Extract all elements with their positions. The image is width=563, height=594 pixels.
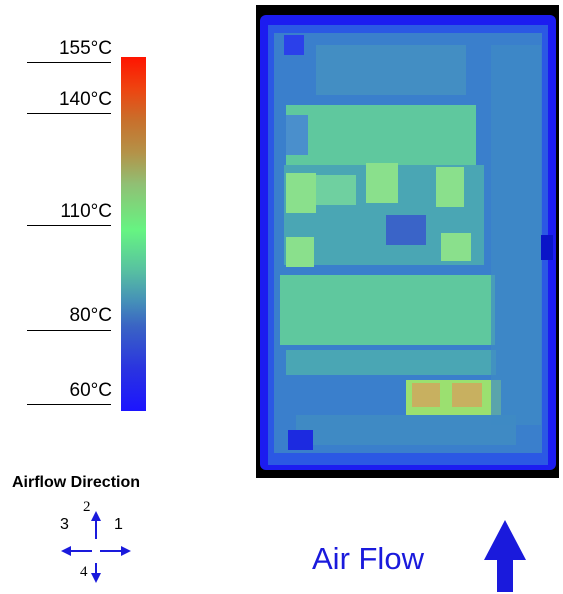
air-flow-label: Air Flow [312, 541, 424, 576]
airflow-direction-icon [61, 511, 131, 583]
scale-line-140 [27, 113, 111, 114]
scale-label-60: 60°C [69, 380, 112, 401]
scale-label-80: 80°C [69, 305, 112, 326]
direction-label-3: 3 [60, 516, 69, 533]
scale-label-140: 140°C [58, 89, 112, 110]
scale-line-155 [27, 62, 111, 63]
direction-label-1: 1 [114, 516, 123, 533]
direction-label-4: 4 [80, 564, 88, 580]
scale-line-110 [27, 225, 111, 226]
temperature-color-bar [121, 57, 146, 411]
thermal-board-graphic [256, 5, 559, 478]
scale-label-110: 110°C [60, 201, 112, 222]
airflow-direction-title: Airflow Direction [12, 474, 141, 491]
thermal-image [256, 5, 559, 478]
scale-line-60 [27, 404, 111, 405]
scale-label-155: 155°C [58, 38, 112, 59]
scale-line-80 [27, 330, 111, 331]
air-flow-arrow-icon [484, 520, 526, 592]
direction-label-2: 2 [83, 499, 91, 515]
